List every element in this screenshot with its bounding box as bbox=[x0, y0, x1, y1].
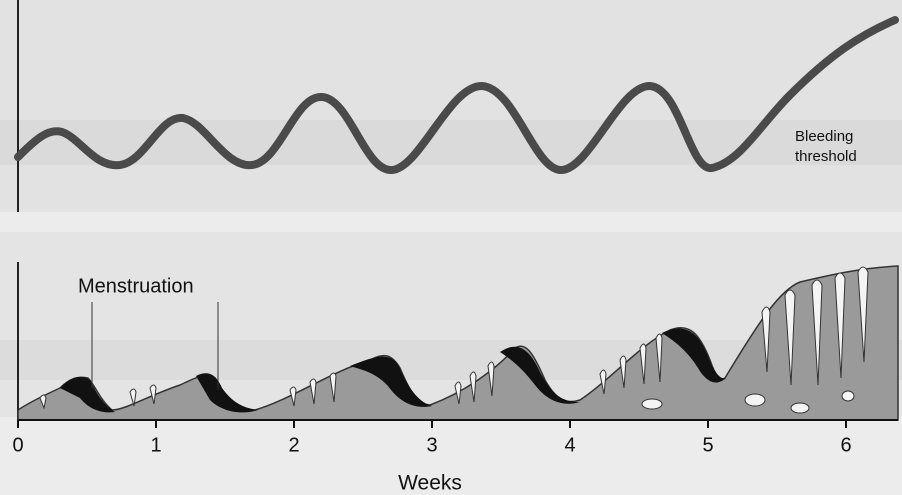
x-tick-label: 4 bbox=[564, 434, 575, 456]
shedding bbox=[60, 376, 115, 413]
x-tick-label: 6 bbox=[840, 434, 851, 456]
shedding bbox=[662, 328, 726, 383]
x-axis-label: Weeks bbox=[398, 472, 462, 495]
threshold-label: threshold bbox=[795, 148, 857, 165]
x-ticks: 0 1 2 3 4 5 6 bbox=[12, 420, 852, 456]
x-tick-label: 5 bbox=[702, 434, 713, 456]
x-tick-label: 2 bbox=[288, 434, 299, 456]
x-tick-label: 0 bbox=[12, 434, 23, 456]
shedding bbox=[196, 373, 258, 413]
shedding bbox=[500, 346, 580, 404]
menstruation-label: Menstruation bbox=[78, 275, 194, 297]
threshold-label: Bleeding bbox=[795, 128, 853, 145]
x-tick-label: 1 bbox=[150, 434, 161, 456]
glands bbox=[39, 266, 869, 414]
x-tick-label: 3 bbox=[426, 434, 437, 456]
shedding bbox=[350, 356, 432, 407]
hormone-wave bbox=[14, 16, 899, 174]
